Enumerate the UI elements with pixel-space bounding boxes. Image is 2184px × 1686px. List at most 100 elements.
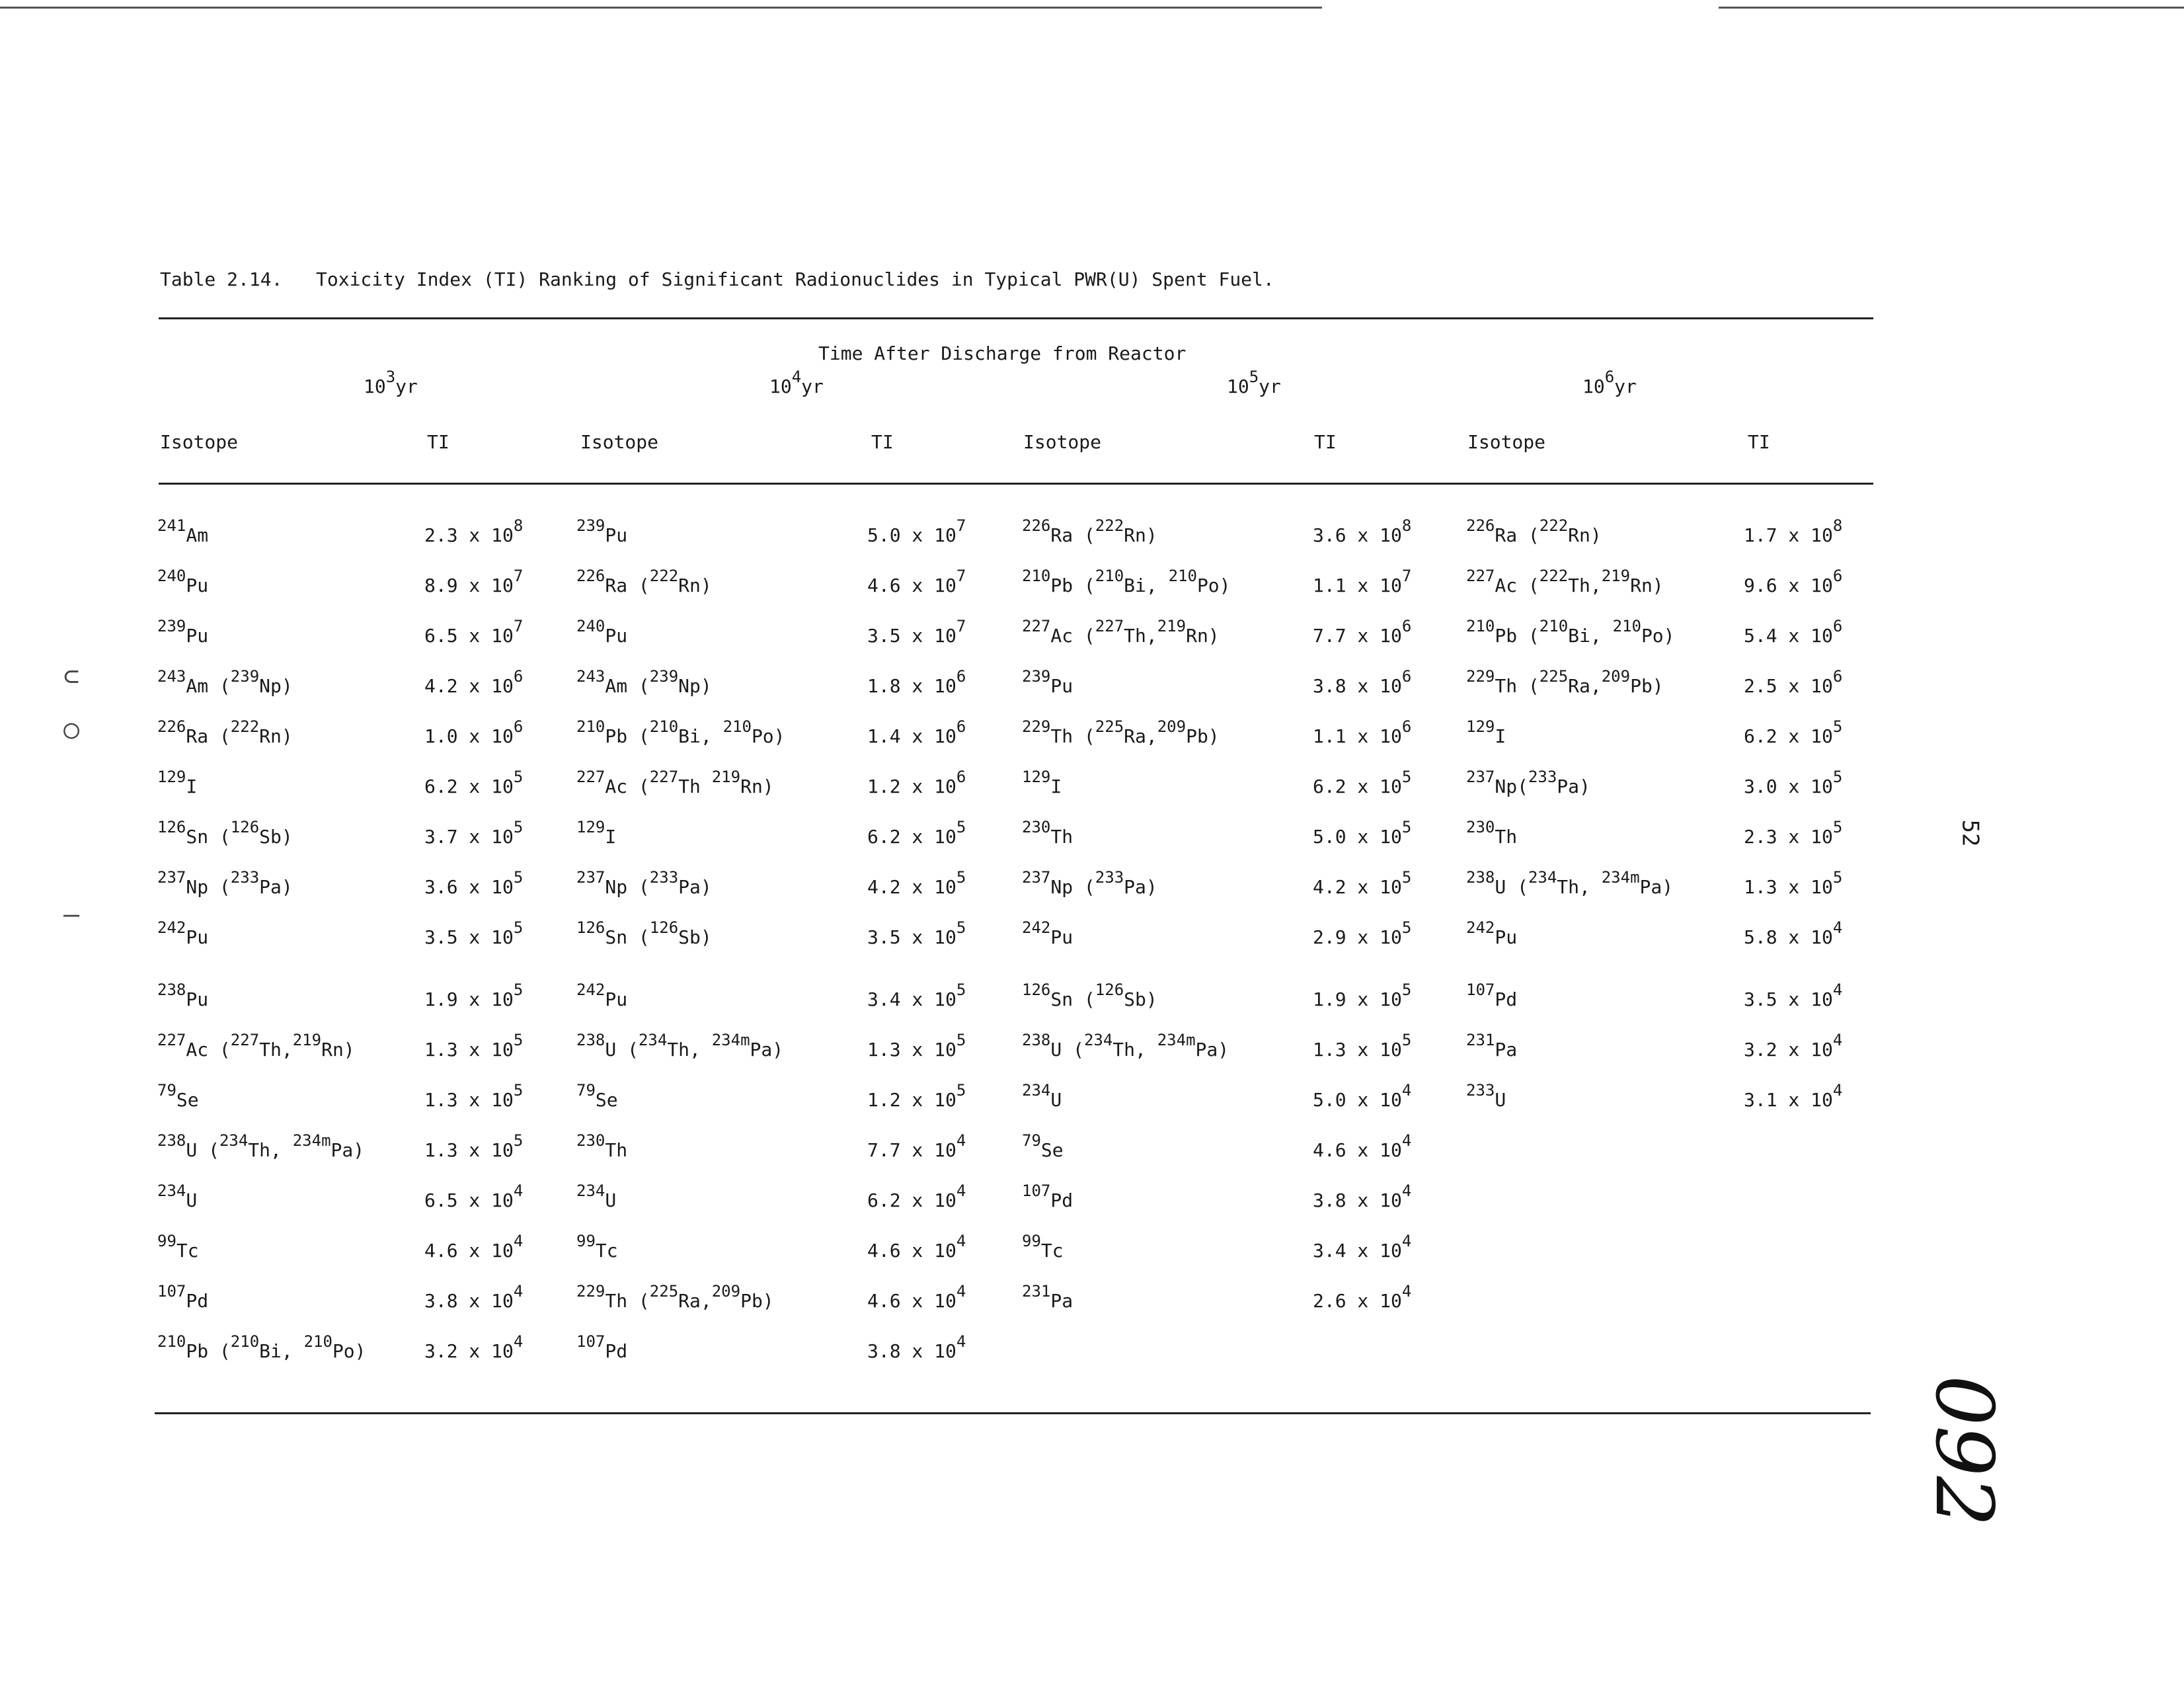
isotope-cell: 243Am (239Np): [576, 667, 712, 697]
ti-column-header: TI: [1314, 431, 1337, 453]
ti-value-cell: 3.5 x 104: [1744, 981, 1843, 1010]
ti-value-cell: 5.0 x 104: [1313, 1081, 1412, 1111]
isotope-cell: 239Pu: [157, 617, 209, 647]
isotope-cell: 237Np (233Pa): [576, 868, 712, 898]
ti-value-cell: 6.2 x 105: [424, 768, 524, 797]
ti-value-cell: 6.2 x 104: [867, 1182, 966, 1211]
ti-value-cell: 3.5 x 107: [867, 617, 966, 647]
isotope-cell: 210Pb (210Bi, 210Po): [576, 717, 785, 747]
ti-value-cell: 3.6 x 105: [424, 868, 524, 898]
ti-value-cell: 1.4 x 106: [867, 717, 966, 747]
time-heading: Time After Discharge from Reactor: [818, 342, 1187, 364]
isotope-cell: 241Am: [157, 516, 209, 546]
isotope-cell: 129I: [157, 768, 198, 797]
ti-value-cell: 3.4 x 104: [1313, 1232, 1412, 1262]
isotope-cell: 230Th: [1022, 818, 1073, 848]
period-header: 105yr: [1227, 368, 1281, 397]
scan-edge-top-right: [1719, 7, 2184, 9]
ti-value-cell: 3.8 x 104: [1313, 1182, 1412, 1211]
isotope-cell: 229Th (225Ra,209Pb): [1466, 667, 1664, 697]
ti-value-cell: 4.6 x 104: [1313, 1131, 1412, 1161]
isotope-cell: 129I: [576, 818, 617, 848]
isotope-cell: 227Ac (227Th 219Rn): [576, 768, 774, 797]
ti-value-cell: 2.9 x 105: [1313, 918, 1412, 948]
ti-value-cell: 1.2 x 106: [867, 768, 966, 797]
isotope-column-header: Isotope: [1023, 431, 1102, 453]
isotope-cell: 234U: [1022, 1081, 1062, 1111]
header-rule: [159, 483, 1873, 485]
isotope-cell: 242Pu: [1466, 918, 1518, 948]
ti-value-cell: 6.2 x 105: [867, 818, 966, 848]
isotope-cell: 79Se: [1022, 1131, 1064, 1161]
isotope-cell: 210Pb (210Bi, 210Po): [1466, 617, 1675, 647]
table-title: Table 2.14. Toxicity Index (TI) Ranking …: [160, 268, 1274, 290]
period-header: 104yr: [769, 368, 824, 397]
ti-value-cell: 3.5 x 105: [424, 918, 524, 948]
ti-value-cell: 3.7 x 105: [424, 818, 524, 848]
ti-value-cell: 3.1 x 104: [1744, 1081, 1843, 1111]
ti-value-cell: 1.8 x 106: [867, 667, 966, 697]
ti-value-cell: 3.8 x 104: [424, 1282, 524, 1312]
isotope-cell: 237Np (233Pa): [1022, 868, 1157, 898]
page-number: 52: [1957, 819, 1984, 847]
ti-value-cell: 5.0 x 105: [1313, 818, 1412, 848]
isotope-cell: 240Pu: [157, 567, 209, 596]
ti-value-cell: 6.5 x 104: [424, 1182, 524, 1211]
ti-value-cell: 1.0 x 106: [424, 717, 524, 747]
isotope-cell: 107Pd: [1022, 1182, 1073, 1211]
ti-column-header: TI: [871, 431, 894, 453]
ti-value-cell: 3.2 x 104: [424, 1332, 524, 1362]
ti-value-cell: 7.7 x 104: [867, 1131, 966, 1161]
ti-value-cell: 3.2 x 104: [1744, 1031, 1843, 1061]
isotope-cell: 210Pb (210Bi, 210Po): [157, 1332, 366, 1362]
ti-value-cell: 3.4 x 105: [867, 981, 966, 1010]
period-header: 106yr: [1582, 368, 1637, 397]
ti-value-cell: 5.8 x 104: [1744, 918, 1843, 948]
ti-value-cell: 1.1 x 107: [1313, 567, 1412, 596]
ti-value-cell: 1.3 x 105: [867, 1031, 966, 1061]
isotope-column-header: Isotope: [580, 431, 659, 453]
ti-column-header: TI: [427, 431, 449, 453]
ti-value-cell: 4.2 x 106: [424, 667, 524, 697]
ti-value-cell: 8.9 x 107: [424, 567, 524, 596]
ti-value-cell: 1.3 x 105: [1313, 1031, 1412, 1061]
ti-value-cell: 4.2 x 105: [1313, 868, 1412, 898]
isotope-cell: 242Pu: [1022, 918, 1073, 948]
isotope-cell: 107Pd: [157, 1282, 209, 1312]
isotope-cell: 239Pu: [1022, 667, 1073, 697]
isotope-column-header: Isotope: [160, 431, 239, 453]
isotope-column-header: Isotope: [1467, 431, 1546, 453]
isotope-cell: 238U (234Th, 234mPa): [1022, 1031, 1229, 1061]
ti-value-cell: 4.6 x 104: [867, 1232, 966, 1262]
isotope-cell: 237Np(233Pa): [1466, 768, 1590, 797]
ti-value-cell: 1.3 x 105: [424, 1081, 524, 1111]
ti-value-cell: 5.4 x 106: [1744, 617, 1843, 647]
isotope-cell: 239Pu: [576, 516, 628, 546]
isotope-cell: 226Ra (222Rn): [157, 717, 293, 747]
ti-value-cell: 4.2 x 105: [867, 868, 966, 898]
isotope-cell: 129I: [1466, 717, 1506, 747]
ti-value-cell: 1.1 x 106: [1313, 717, 1412, 747]
isotope-cell: 79Se: [576, 1081, 618, 1111]
isotope-cell: 234U: [157, 1182, 198, 1211]
ti-value-cell: 2.3 x 108: [424, 516, 524, 546]
ti-value-cell: 3.8 x 106: [1313, 667, 1412, 697]
isotope-cell: 226Ra (222Rn): [576, 567, 712, 596]
isotope-cell: 210Pb (210Bi, 210Po): [1022, 567, 1231, 596]
handwritten-note: 092: [1918, 1375, 2009, 1527]
margin-scan-mark: ○: [63, 714, 80, 744]
ti-value-cell: 1.3 x 105: [424, 1031, 524, 1061]
isotope-cell: 126Sn (126Sb): [576, 918, 712, 948]
isotope-cell: 238U (234Th, 234mPa): [157, 1131, 365, 1161]
isotope-cell: 227Ac (227Th,219Rn): [157, 1031, 355, 1061]
ti-value-cell: 1.3 x 105: [1744, 868, 1843, 898]
ti-value-cell: 6.2 x 105: [1313, 768, 1412, 797]
isotope-cell: 99Tc: [576, 1232, 618, 1262]
isotope-cell: 227Ac (227Th,219Rn): [1022, 617, 1220, 647]
isotope-cell: 129I: [1022, 768, 1062, 797]
isotope-cell: 238Pu: [157, 981, 209, 1010]
isotope-cell: 126Sn (126Sb): [157, 818, 293, 848]
bottom-rule: [155, 1412, 1871, 1414]
ti-value-cell: 9.6 x 106: [1744, 567, 1843, 596]
scan-edge-top-left: [0, 7, 1322, 9]
